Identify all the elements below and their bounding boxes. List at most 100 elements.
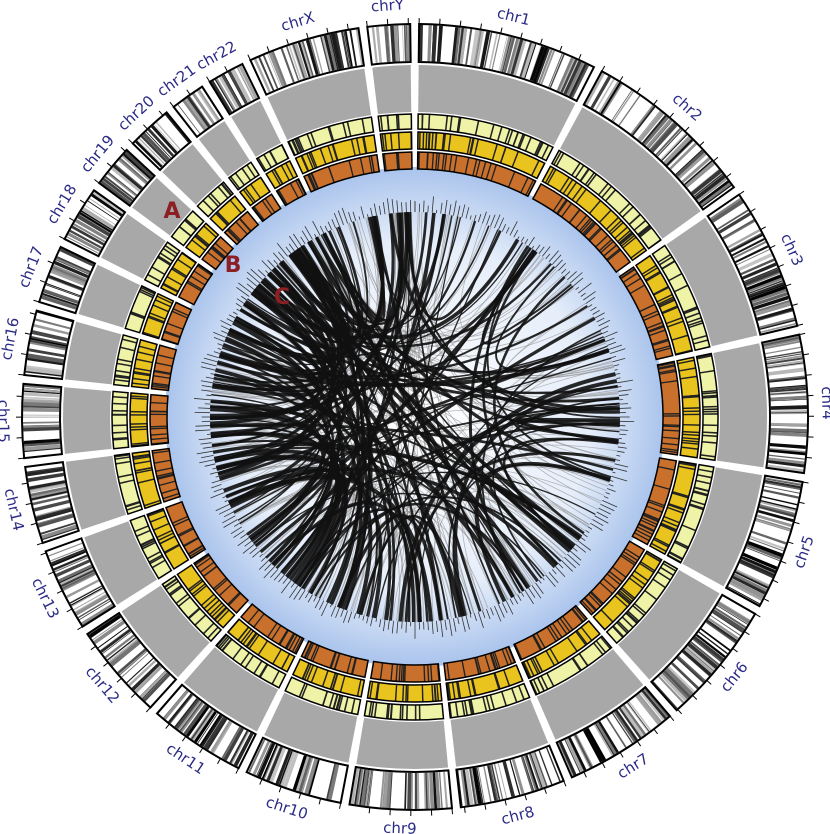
track-mark: [682, 395, 700, 399]
track-outline: [149, 393, 170, 446]
track-mark: [150, 401, 168, 405]
spike: [545, 253, 551, 260]
spike: [509, 598, 514, 605]
track-mark: [566, 636, 578, 652]
spike: [603, 496, 609, 499]
band: [676, 150, 705, 177]
band: [305, 39, 319, 76]
band: [618, 95, 641, 126]
spike: [520, 236, 525, 242]
spike: [382, 202, 386, 215]
spike: [250, 268, 263, 281]
band: [37, 514, 74, 528]
band: [759, 319, 795, 330]
spike: [612, 357, 626, 363]
chromosome-label: chr3: [777, 231, 807, 269]
track-mark: [588, 593, 601, 607]
band: [710, 615, 741, 636]
band: [753, 295, 789, 310]
spike: [572, 547, 578, 552]
track-mark: [661, 260, 676, 270]
band: [123, 153, 152, 180]
band: [756, 514, 793, 528]
track-mark: [240, 652, 250, 666]
spike: [473, 613, 477, 621]
track-mark: [343, 696, 349, 712]
tick: [578, 54, 582, 60]
band: [355, 29, 363, 66]
density-band: [101, 213, 166, 279]
track-mark: [626, 611, 639, 624]
band: [253, 58, 271, 93]
track-mark: [682, 394, 700, 398]
band: [366, 770, 373, 807]
annotation-label: C: [274, 285, 290, 310]
track-outline: [160, 301, 193, 346]
track-mark: [431, 132, 434, 150]
tick: [601, 762, 606, 769]
band: [696, 177, 728, 202]
track-mark: [207, 626, 219, 639]
track-mark: [293, 637, 303, 654]
band: [275, 749, 292, 785]
tick: [217, 758, 221, 764]
band: [402, 25, 404, 62]
chromosome-label: chr8: [499, 803, 536, 829]
track-mark: [682, 410, 700, 413]
spike: [282, 577, 288, 584]
spike: [360, 206, 365, 219]
spike: [210, 471, 218, 475]
track-mark: [656, 293, 673, 303]
band: [23, 416, 60, 418]
track-mark: [414, 704, 417, 720]
spike: [298, 589, 306, 601]
track-mark: [289, 182, 299, 199]
track-outline: [146, 507, 190, 571]
band: [705, 620, 737, 644]
track-outline: [445, 664, 524, 701]
band: [706, 619, 738, 643]
track-mark: [361, 118, 366, 134]
band: [469, 768, 477, 805]
track-mark: [628, 577, 644, 589]
band: [570, 64, 590, 99]
track-outline: [113, 452, 144, 516]
tick: [583, 771, 587, 778]
band: [491, 764, 501, 800]
band: [765, 479, 801, 489]
tick: [20, 353, 28, 356]
track-mark: [659, 299, 676, 308]
track-mark: [151, 559, 166, 569]
track-mark: [651, 338, 669, 345]
ideogram-outline: [348, 765, 454, 811]
band: [54, 260, 89, 279]
track-mark: [682, 430, 700, 434]
spike: [561, 560, 574, 572]
track-mark: [672, 491, 689, 498]
track-outline: [531, 182, 632, 274]
track-mark: [161, 487, 178, 495]
track: [292, 659, 365, 697]
track-mark: [297, 137, 305, 152]
track-mark: [294, 138, 302, 153]
track-mark: [157, 474, 175, 480]
band: [712, 609, 745, 632]
track-mark: [428, 132, 431, 150]
spike: [391, 198, 394, 214]
link-layer: [194, 196, 635, 639]
track-mark: [155, 467, 173, 473]
track-mark: [152, 382, 170, 386]
spike: [353, 613, 357, 619]
track: [112, 391, 129, 449]
tick: [539, 38, 543, 45]
band: [135, 140, 163, 168]
track-mark: [595, 234, 609, 248]
track-mark: [272, 648, 282, 665]
track-mark: [203, 596, 218, 610]
link: [452, 438, 619, 617]
band: [677, 151, 707, 179]
tick: [619, 752, 624, 758]
track-mark: [618, 589, 633, 603]
track-outline: [129, 392, 150, 448]
